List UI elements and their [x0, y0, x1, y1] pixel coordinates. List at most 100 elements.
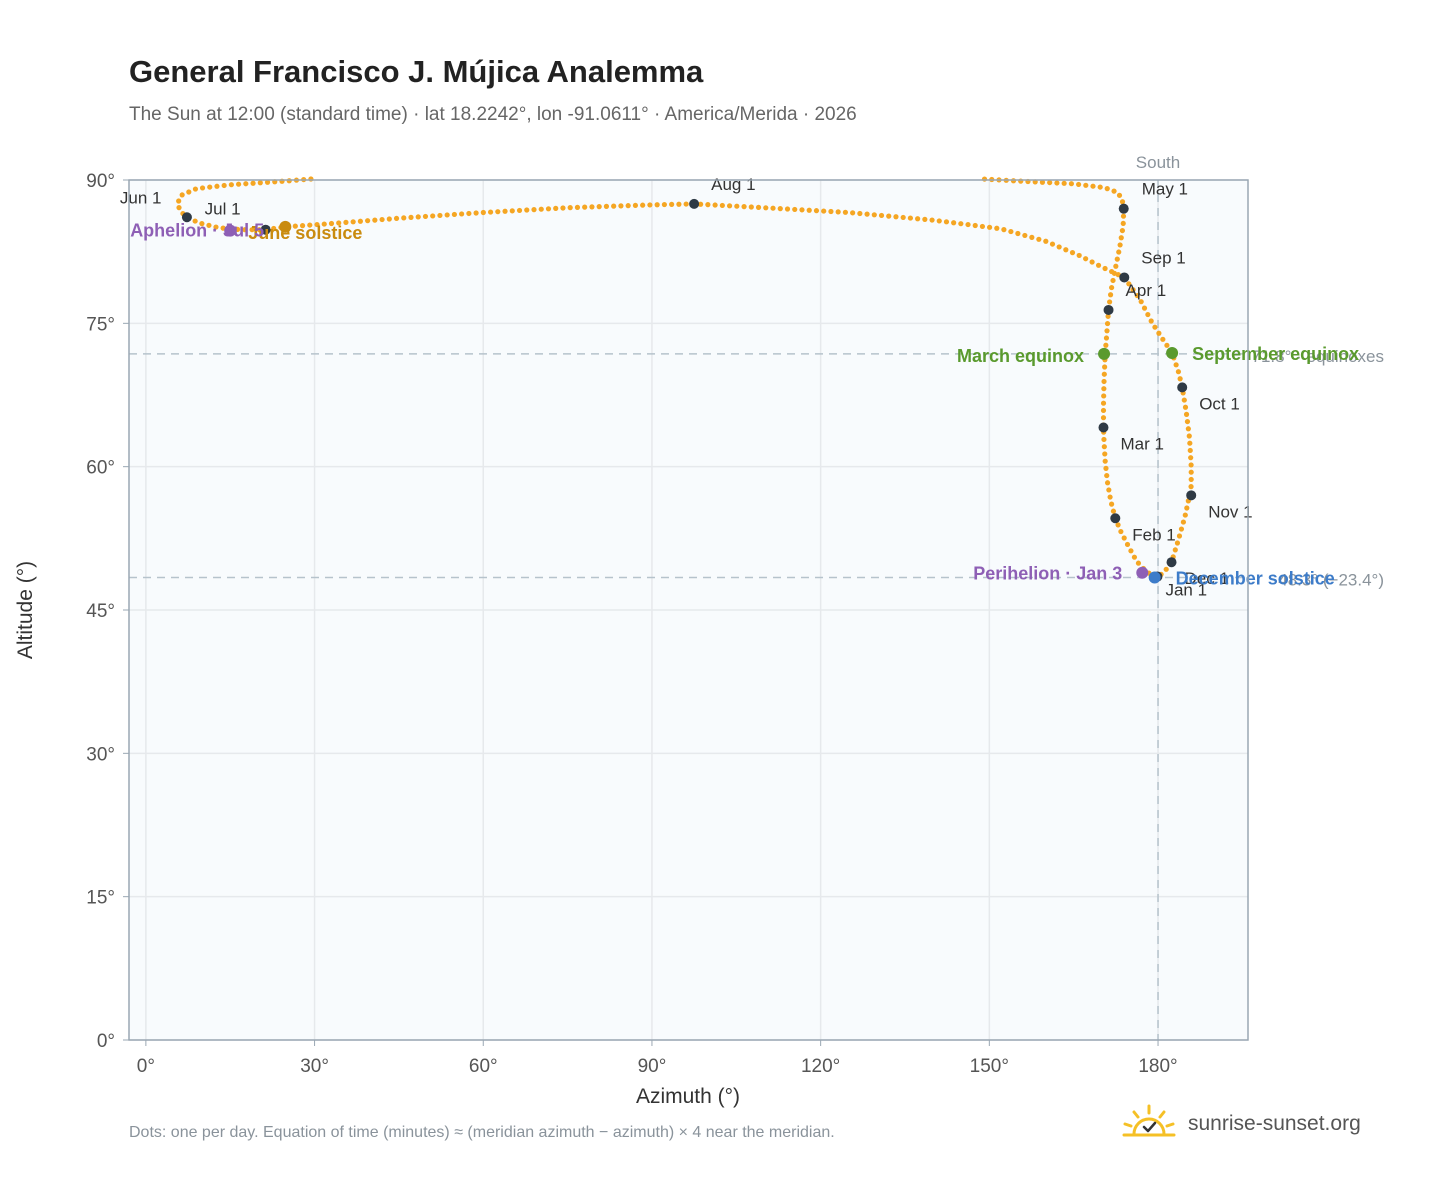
- daily-sun-dot: [328, 220, 335, 227]
- daily-sun-dot: [951, 220, 957, 226]
- event-label: Perihelion · Jan 3: [973, 564, 1122, 584]
- daily-sun-dot: [1119, 199, 1126, 205]
- month-marker-label: Sep 1: [1141, 248, 1185, 267]
- daily-sun-dot: [473, 210, 479, 216]
- daily-sun-dot: [915, 216, 921, 222]
- daily-sun-dot: [235, 181, 242, 187]
- y-tick-label: 90°: [86, 171, 115, 192]
- daily-sun-dot: [516, 207, 523, 214]
- daily-sun-dot: [1107, 292, 1114, 298]
- daily-sun-dot: [192, 218, 198, 224]
- daily-sun-dot: [1156, 330, 1162, 336]
- daily-sun-dot: [813, 208, 820, 214]
- x-tick-label: 90°: [638, 1056, 667, 1077]
- event-marker: [224, 224, 237, 237]
- daily-sun-dot: [176, 198, 182, 204]
- daily-sun-dot: [1100, 407, 1107, 414]
- daily-sun-dot: [308, 176, 314, 182]
- daily-sun-dot: [1188, 462, 1194, 468]
- daily-sun-dot: [1102, 458, 1108, 464]
- daily-sun-dot: [878, 212, 885, 219]
- daily-sun-dot: [1036, 236, 1042, 242]
- daily-sun-dot: [1102, 265, 1108, 272]
- daily-sun-dot: [350, 219, 356, 225]
- daily-sun-dot: [871, 212, 877, 218]
- daily-sun-dot: [221, 182, 227, 189]
- daily-sun-dot: [1116, 192, 1123, 198]
- daily-sun-dot: [179, 192, 185, 198]
- daily-sun-dot: [1101, 444, 1107, 450]
- daily-sun-dot: [1029, 234, 1035, 240]
- daily-sun-dot: [1102, 451, 1108, 457]
- daily-sun-dot: [734, 203, 740, 209]
- x-axis-label: Azimuth (°): [636, 1085, 740, 1108]
- month-marker-label: Jul 1: [205, 200, 241, 219]
- daily-sun-dot: [1106, 487, 1112, 493]
- daily-sun-dot: [1101, 436, 1107, 443]
- daily-sun-dot: [538, 206, 544, 212]
- brand[interactable]: sunrise-sunset.org: [1122, 1104, 1361, 1144]
- event-label: March equinox: [957, 346, 1084, 366]
- daily-sun-dot: [1130, 287, 1136, 293]
- event-marker: [1166, 346, 1179, 359]
- daily-sun-dot: [1101, 371, 1107, 377]
- daily-sun-dot: [1173, 362, 1179, 368]
- sun-logo-icon: [1122, 1102, 1176, 1147]
- daily-sun-dot: [1126, 281, 1132, 287]
- daily-sun-dot: [1039, 179, 1046, 185]
- daily-sun-dot: [1180, 519, 1187, 525]
- daily-sun-dot: [299, 223, 306, 229]
- daily-sun-dot: [893, 214, 899, 220]
- event-markers: March equinox September equinox June solst…: [130, 221, 1359, 589]
- daily-sun-dot: [207, 184, 213, 190]
- daily-sun-dot: [741, 204, 747, 210]
- daily-sun-dot: [1138, 299, 1144, 305]
- month-marker-label: May 1: [1142, 180, 1188, 199]
- daily-sun-dot: [755, 204, 762, 210]
- daily-sun-dot: [199, 221, 205, 227]
- daily-sun-dot: [444, 212, 450, 218]
- daily-sun-dot: [603, 203, 610, 209]
- daily-sun-dot: [365, 218, 371, 224]
- daily-sun-dot: [1089, 259, 1095, 265]
- daily-sun-dot: [531, 207, 537, 213]
- daily-sun-dot: [1054, 180, 1060, 186]
- daily-sun-dot: [1185, 426, 1191, 432]
- daily-sun-dot: [1178, 526, 1185, 532]
- daily-sun-dot: [1095, 262, 1102, 268]
- x-tick-label: 120°: [801, 1056, 840, 1077]
- daily-sun-dot: [1063, 247, 1069, 253]
- daily-sun-dot: [929, 217, 935, 223]
- daily-sun-dot: [900, 214, 906, 221]
- daily-sun-dot: [799, 207, 805, 213]
- event-label: Aphelion · Jul 5: [130, 221, 264, 241]
- daily-sun-dot: [1163, 566, 1169, 572]
- daily-sun-dot: [437, 212, 443, 219]
- daily-sun-dot: [922, 216, 928, 222]
- daily-sun-dot: [502, 208, 508, 214]
- daily-sun-dot: [589, 204, 595, 210]
- daily-sun-dot: [1076, 181, 1082, 188]
- daily-sun-dot: [408, 214, 414, 221]
- daily-sun-dot: [466, 210, 472, 217]
- daily-sun-dot: [958, 221, 964, 227]
- event-label: December solstice: [1176, 569, 1335, 589]
- daily-sun-dot: [719, 202, 725, 209]
- reference-lines: South 71.8° · equinoxes 48.3° (−23.4°): [129, 153, 1384, 1040]
- daily-sun-dot: [1056, 244, 1062, 250]
- daily-sun-dot: [1101, 386, 1107, 392]
- daily-sun-dot: [654, 202, 660, 208]
- daily-sun-dot: [1115, 272, 1121, 278]
- daily-sun-dot: [1172, 547, 1178, 553]
- daily-sun-dot: [1001, 227, 1007, 233]
- daily-sun-dot: [228, 182, 234, 188]
- daily-sun-dot: [1184, 505, 1190, 511]
- daily-sun-dot: [763, 205, 769, 211]
- axis-ticks: 0° 30° 60° 90° 120° 150° 180° 0° 15° 30° 45° 60° 75°…: [86, 171, 1177, 1077]
- daily-sun-dot: [1175, 369, 1182, 375]
- daily-sun-dot: [1187, 440, 1193, 446]
- daily-sun-dot: [1069, 249, 1076, 256]
- y-tick-label: 30°: [86, 744, 115, 765]
- daily-sun-dot: [480, 209, 486, 216]
